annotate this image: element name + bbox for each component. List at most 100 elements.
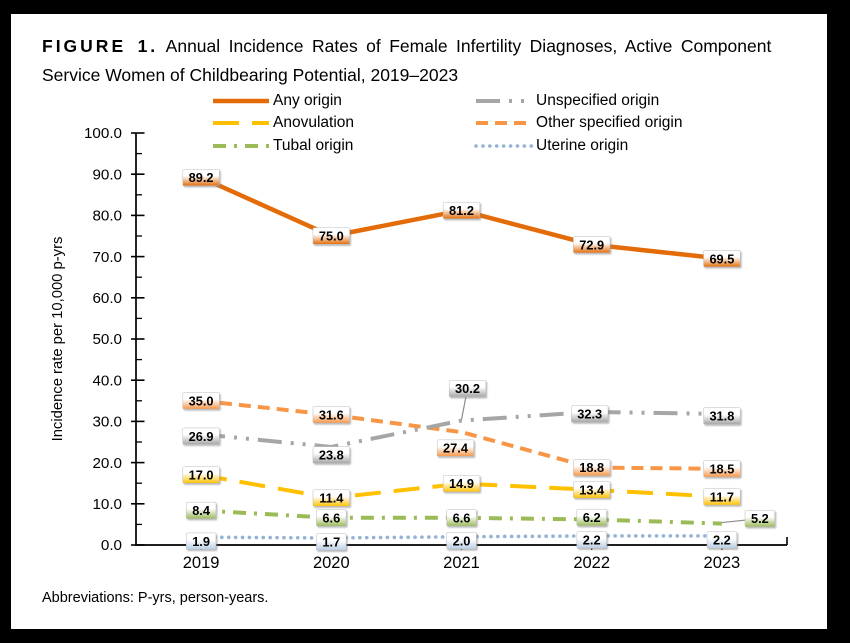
svg-text:23.8: 23.8 [319,448,344,463]
svg-text:69.5: 69.5 [709,251,734,266]
legend-label: Any origin [273,91,342,109]
svg-text:70.0: 70.0 [92,249,122,266]
data-label: 6.6 [316,509,347,527]
figure-title-text-2: Service Women of Childbearing Potential,… [42,65,459,85]
svg-text:35.0: 35.0 [189,393,214,408]
svg-text:18.5: 18.5 [709,461,734,476]
series-line-unspecified-origin [200,409,722,449]
x-axis-label: 2020 [313,554,350,572]
legend-label: Unspecified origin [536,91,660,109]
legend-item: Unspecified origin [474,92,682,109]
data-label: 1.9 [186,532,217,550]
svg-text:10.0: 10.0 [92,496,122,513]
figure-title-text-1: Annual Incidence Rates of Female Inferti… [165,36,772,56]
legend-line-sample [213,143,269,148]
figure-title-line1: FIGURE 1. Annual Incidence Rates of Fema… [42,36,771,56]
svg-text:50.0: 50.0 [92,331,122,348]
data-label: 2.2 [576,531,607,549]
x-axis-label: 2021 [443,554,480,572]
legend-label: Other specified origin [536,114,683,131]
svg-text:80.0: 80.0 [92,208,122,225]
legend-line-sample [474,143,534,148]
data-label: 32.3 [571,405,609,423]
svg-text:31.8: 31.8 [709,409,734,424]
data-label: 30.2 [448,380,487,398]
svg-text:90.0: 90.0 [92,166,122,183]
svg-text:72.9: 72.9 [579,237,604,252]
legend-item: Any origin [211,92,354,109]
data-label: 31.6 [312,406,350,424]
legend-column: Any origin Anovulation Tubal origin [211,92,354,160]
svg-text:75.0: 75.0 [319,229,344,244]
svg-text:31.6: 31.6 [319,407,344,422]
data-label: 35.0 [182,392,220,410]
svg-text:Incidence rate per 10,000 p-yr: Incidence rate per 10,000 p-yrs [50,237,66,442]
chart-legend: Any origin Anovulation Tubal origin Unspeci… [211,92,682,160]
legend-line-sample [476,98,533,103]
svg-text:2.0: 2.0 [453,533,471,548]
chart-area: 0.0 10.0 20.0 30.0 40.0 50.0 60.0 70.0 80.0 90.0 1… [25,100,815,582]
x-axis-label: 2023 [704,554,741,572]
svg-text:89.2: 89.2 [189,170,214,185]
data-label: 75.0 [312,227,350,245]
legend-item: Uterine origin [474,137,682,154]
data-label: 5.2 [744,510,775,528]
figure-number: FIGURE 1. [42,36,159,56]
data-label: 13.4 [573,481,611,499]
svg-text:20.0: 20.0 [92,455,122,472]
svg-text:6.6: 6.6 [322,510,340,525]
svg-text:2.2: 2.2 [713,533,731,548]
svg-text:6.2: 6.2 [583,510,601,525]
legend-line-sample [213,98,269,103]
svg-text:40.0: 40.0 [92,372,122,389]
data-label: 27.4 [436,439,475,457]
data-label: 23.8 [312,446,350,464]
data-label: 18.5 [703,460,741,478]
legend-label: Tubal origin [273,136,354,154]
svg-text:81.2: 81.2 [449,203,474,218]
abbreviations-note: Abbreviations: P-yrs, person-years. [42,590,269,606]
data-label: 31.8 [703,407,741,425]
data-label: 72.9 [573,236,611,254]
series-line-other-specified-origin [200,398,722,471]
data-label: 6.6 [446,509,477,527]
data-label: 1.7 [316,533,347,551]
chart-svg: 0.0 10.0 20.0 30.0 40.0 50.0 60.0 70.0 80.0 90.0 1… [50,125,788,572]
data-label: 6.2 [576,508,607,526]
svg-text:1.9: 1.9 [192,534,210,549]
series-line-anovulation [200,472,723,501]
legend-item: Anovulation [211,114,355,132]
svg-text:27.4: 27.4 [443,441,469,456]
data-label: 11.4 [312,489,350,507]
x-axis-label: 2019 [183,554,220,572]
legend-column: Unspecified origin Other specified origin… [474,92,682,160]
svg-text:18.8: 18.8 [579,460,604,475]
svg-text:60.0: 60.0 [92,290,122,307]
data-label: 14.9 [442,475,481,493]
svg-text:5.2: 5.2 [751,511,769,526]
svg-text:1.7: 1.7 [322,535,340,550]
data-label: 26.9 [182,427,220,445]
svg-text:26.9: 26.9 [189,429,214,444]
svg-text:11.7: 11.7 [710,489,734,504]
svg-text:8.4: 8.4 [192,503,211,518]
data-label: 8.4 [186,501,217,519]
svg-text:100.0: 100.0 [84,125,122,142]
svg-text:13.4: 13.4 [579,482,605,497]
data-label: 81.2 [442,201,481,219]
x-axis-label: 2022 [573,554,610,572]
legend-label: Anovulation [273,114,355,131]
legend-line-sample [476,121,533,125]
figure-title: FIGURE 1. Annual Incidence Rates of Fema… [42,32,810,90]
data-label: 17.0 [182,466,220,484]
svg-text:17.0: 17.0 [189,468,214,483]
svg-text:14.9: 14.9 [449,476,474,491]
data-label: 11.7 [703,488,741,506]
figure-panel: FIGURE 1. Annual Incidence Rates of Fema… [11,14,827,629]
legend-label: Uterine origin [536,136,629,154]
svg-text:30.0: 30.0 [92,414,122,431]
data-label: 89.2 [182,168,220,186]
svg-text:6.6: 6.6 [453,510,471,525]
svg-text:11.4: 11.4 [319,491,344,506]
